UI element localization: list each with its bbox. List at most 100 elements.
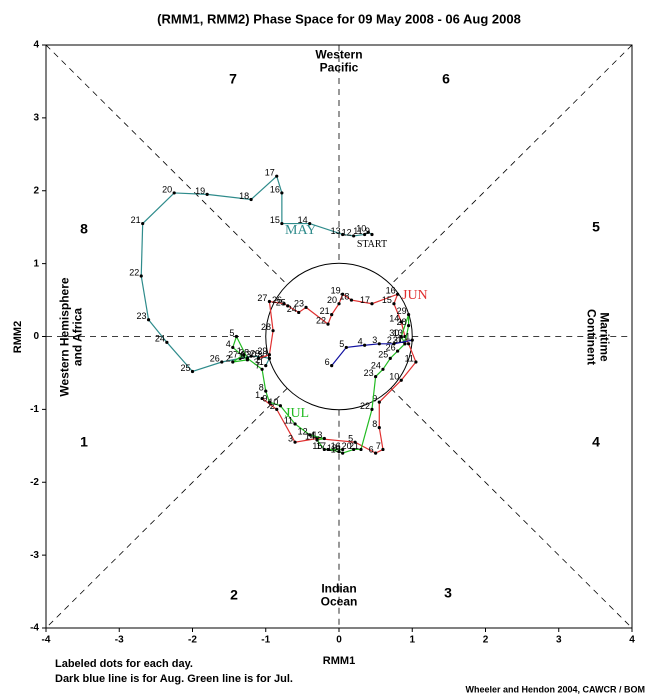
- y-tick-label: 1: [33, 258, 39, 269]
- phase-number: 8: [80, 221, 88, 237]
- trajectory: [331, 339, 413, 367]
- day-dot: [282, 302, 286, 306]
- day-label: 6: [325, 357, 330, 367]
- day-dot: [381, 447, 385, 452]
- day-label: 17: [316, 441, 326, 451]
- day-dot: [260, 396, 264, 401]
- day-label: 21: [320, 306, 330, 316]
- day-label: 24: [155, 334, 165, 344]
- phase-number: 2: [230, 587, 238, 603]
- day-dot: [326, 322, 330, 326]
- day-label: 2: [387, 335, 392, 345]
- day-dot: [220, 360, 224, 364]
- region-label: Maritime: [597, 312, 611, 362]
- month-label: JUL: [285, 406, 309, 421]
- day-label: 8: [259, 383, 264, 393]
- region-label: Pacific: [320, 61, 359, 75]
- day-dot: [146, 318, 151, 322]
- y-tick-label: -2: [30, 477, 39, 488]
- day-dot: [377, 425, 381, 430]
- day-dot: [396, 292, 400, 296]
- day-dot: [406, 313, 411, 317]
- phase-divider: [390, 44, 633, 285]
- trajectory: [140, 175, 373, 373]
- day-label: 20: [342, 441, 352, 451]
- day-label: 13: [393, 328, 403, 338]
- day-dot: [353, 440, 357, 444]
- day-label: 23: [137, 311, 147, 321]
- day-label: 2: [270, 401, 275, 411]
- phase-divider: [390, 388, 633, 629]
- day-label: 9: [365, 226, 370, 236]
- phase-divider: [45, 388, 288, 629]
- day-dot: [337, 450, 341, 454]
- day-dot: [278, 404, 282, 408]
- x-tick-label: -4: [42, 635, 51, 646]
- day-dot: [381, 367, 385, 371]
- day-label: 24: [287, 304, 297, 314]
- day-label: 3: [372, 335, 377, 345]
- day-label: 3: [288, 434, 293, 444]
- day-label: 19: [331, 444, 341, 454]
- day-dot: [349, 298, 354, 302]
- day-dot: [337, 302, 341, 306]
- day-dot: [396, 349, 400, 353]
- day-dot: [341, 292, 345, 296]
- day-dot: [245, 356, 250, 360]
- day-dot: [377, 342, 381, 346]
- day-label: 4: [358, 337, 363, 347]
- day-label: 16: [331, 441, 341, 451]
- day-dot: [293, 440, 297, 444]
- x-tick-label: 3: [556, 635, 562, 646]
- day-dot: [352, 234, 356, 238]
- day-label: 28: [261, 322, 271, 332]
- day-dot: [377, 400, 381, 404]
- day-label: 23: [364, 368, 374, 378]
- day-label: 22: [360, 401, 370, 411]
- y-tick-label: -1: [30, 404, 39, 415]
- region-label: Indian: [321, 582, 356, 596]
- day-label: 15: [312, 441, 322, 451]
- region-label: Continent: [584, 309, 598, 365]
- day-label: 19: [331, 286, 341, 296]
- day-label: 29: [257, 346, 267, 356]
- day-dot: [271, 329, 275, 333]
- month-label: JUN: [402, 288, 428, 303]
- day-dot: [392, 302, 396, 306]
- day-dot: [322, 447, 326, 452]
- day-label: 16: [386, 286, 396, 296]
- region-label: Ocean: [321, 595, 358, 609]
- day-dot: [341, 232, 345, 237]
- day-label: 27: [393, 335, 403, 345]
- day-label: 20: [162, 184, 172, 194]
- y-tick-label: -3: [30, 550, 39, 561]
- day-label: 26: [386, 342, 396, 352]
- day-dot: [326, 447, 330, 452]
- day-label: 7: [376, 441, 381, 451]
- day-label: 26: [272, 295, 282, 305]
- region-label: Western: [315, 48, 362, 62]
- x-tick-label: 1: [409, 635, 415, 646]
- day-dot: [370, 407, 374, 411]
- day-label: 31: [254, 357, 264, 367]
- day-dot: [414, 360, 418, 364]
- day-label: 6: [369, 444, 374, 454]
- day-dot: [399, 334, 403, 339]
- start-label: START: [357, 239, 387, 250]
- day-label: 24: [371, 361, 381, 371]
- day-label: 3: [240, 351, 245, 361]
- day-label: 17: [360, 295, 370, 305]
- day-label: 12: [342, 227, 352, 237]
- y-tick-label: -4: [30, 623, 39, 634]
- day-dot: [399, 320, 403, 324]
- day-label: 10: [268, 397, 278, 407]
- x-axis-title: RMM1: [323, 655, 355, 667]
- day-dot: [330, 364, 334, 368]
- day-label: 27: [228, 350, 238, 360]
- day-dot: [406, 342, 411, 346]
- day-label: 9: [262, 393, 267, 403]
- day-label: 25: [378, 350, 388, 360]
- day-dot: [280, 221, 284, 226]
- day-dot: [308, 221, 312, 226]
